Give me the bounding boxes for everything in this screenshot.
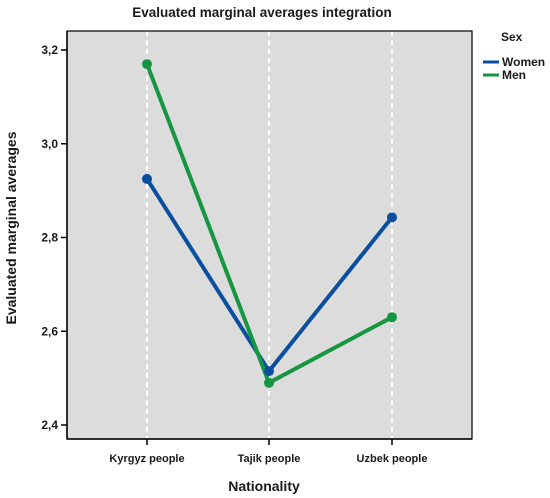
x-tick-label: Uzbek people [357, 453, 428, 465]
x-tick-label: Tajik people [238, 453, 301, 465]
data-point-men [142, 59, 152, 70]
y-axis-title: Evaluated marginal averages [3, 131, 19, 324]
x-axis-title: Nationality [228, 478, 300, 494]
data-point-men [387, 312, 397, 323]
y-tick-label: 3,2 [41, 43, 58, 57]
x-axis-ticks: Kyrgyz people Tajik people Uzbek people [109, 439, 427, 465]
y-tick-label: 2,8 [41, 231, 58, 245]
y-tick-label: 2,6 [41, 324, 58, 338]
legend-title: Sex [501, 30, 523, 44]
data-point-men [264, 377, 274, 388]
y-tick-label: 2,4 [41, 418, 58, 432]
chart-title: Evaluated marginal averages integration [132, 5, 392, 20]
data-point-women [264, 366, 274, 377]
legend-label-women: Women [502, 55, 545, 69]
series-layer [142, 59, 397, 388]
x-tick-label: Kyrgyz people [109, 453, 184, 465]
data-point-women [387, 212, 397, 223]
data-point-women [142, 173, 152, 184]
y-tick-label: 3,0 [41, 137, 58, 151]
y-axis-ticks: 2,4 2,6 2,8 3,0 3,2 [41, 43, 67, 432]
legend-label-men: Men [502, 68, 526, 82]
grid-lines [146, 31, 393, 439]
